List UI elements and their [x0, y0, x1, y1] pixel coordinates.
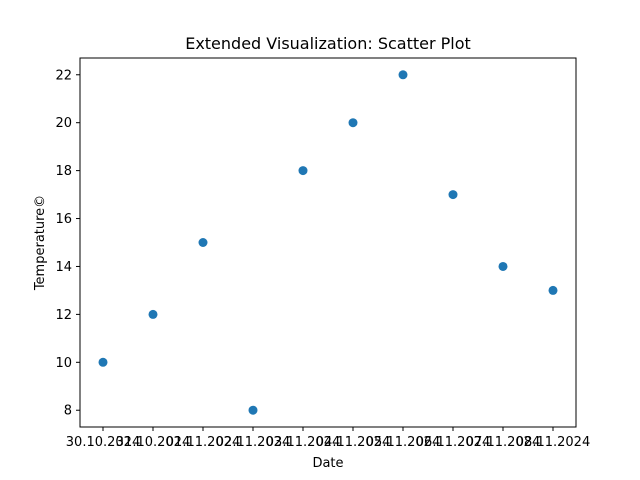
- data-point: [148, 309, 158, 319]
- y-tick-label: 10: [55, 356, 72, 371]
- data-point: [448, 190, 458, 200]
- x-tick-label: 30.10.2024: [66, 435, 140, 450]
- y-tick-label: 18: [55, 164, 72, 179]
- data-points: [98, 70, 558, 415]
- data-point: [248, 405, 258, 415]
- plot-frame: [79, 57, 577, 428]
- y-tick-label: 16: [55, 212, 72, 227]
- y-axis-ticks: 8 10 12 14 16 18 20 22: [55, 68, 80, 419]
- data-point: [548, 285, 558, 295]
- y-tick-label: 22: [55, 68, 72, 83]
- x-axis-label: Date: [312, 456, 343, 471]
- x-tick-label: 04.11.2024: [316, 435, 390, 450]
- data-point: [348, 118, 358, 128]
- y-tick-label: 12: [55, 308, 72, 323]
- data-point: [298, 166, 308, 176]
- x-tick-label: 31.10.2024: [116, 435, 190, 450]
- data-point: [98, 357, 108, 367]
- x-tick-label: 03.11.2024: [266, 435, 340, 450]
- y-axis-label: Temperature©: [33, 195, 48, 291]
- y-tick-label: 20: [55, 116, 72, 131]
- data-point: [498, 261, 508, 271]
- data-point: [398, 70, 408, 80]
- x-tick-label: 05.11.2024: [366, 435, 440, 450]
- data-point: [198, 238, 208, 247]
- y-tick-label: 14: [55, 260, 72, 275]
- x-tick-label: 06.11.2024: [416, 435, 490, 450]
- x-axis-ticks: 30.10.202431.10.202401.11.202402.11.2024…: [66, 427, 590, 450]
- x-tick-label: 01.11.2024: [166, 435, 240, 450]
- y-tick-label: 8: [64, 404, 72, 419]
- x-tick-label: 02.11.2024: [216, 435, 290, 450]
- x-tick-label: 07.11.2024: [466, 435, 540, 450]
- chart-title: Extended Visualization: Scatter Plot: [185, 34, 471, 53]
- x-tick-label: 08.11.2024: [516, 435, 590, 450]
